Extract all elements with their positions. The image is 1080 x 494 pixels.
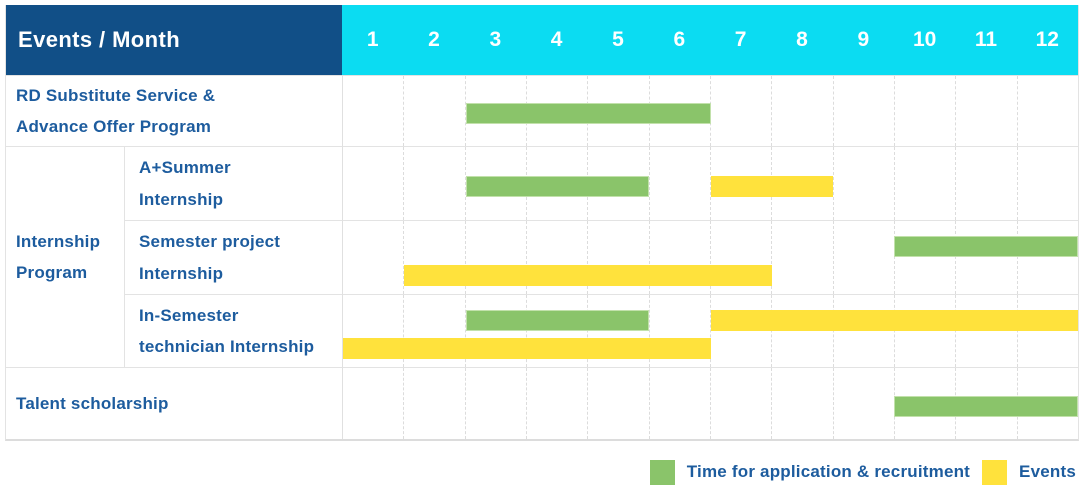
- month-gridline: [832, 368, 894, 439]
- month-gridline: [587, 221, 648, 294]
- month-header-5: 5: [612, 28, 624, 51]
- month-gridlines: [343, 221, 1078, 294]
- month-gridline: [709, 147, 771, 220]
- month-gridline: [709, 76, 771, 146]
- row-timeline: [342, 367, 1078, 439]
- month-gridlines: [343, 76, 1078, 146]
- legend-swatch-events: [982, 459, 1008, 485]
- month-gridline: [832, 221, 894, 294]
- bar-application-m3-m6: [465, 103, 711, 124]
- bar-events-m7-m8: [710, 175, 833, 197]
- month-gridline: [955, 147, 1016, 220]
- month-gridline: [955, 295, 1016, 367]
- month-header-row: 1 2 3 4 5 6 7 8 9 10 11 12: [342, 5, 1078, 75]
- month-gridline: [587, 368, 648, 439]
- month-gridline: [403, 368, 464, 439]
- month-header-3: 3: [489, 28, 502, 51]
- month-gridline: [771, 76, 832, 146]
- table-header-title: Events / Month: [6, 5, 342, 75]
- month-gridline: [955, 221, 1016, 294]
- month-gridline: [1016, 295, 1078, 367]
- month-gridline: [464, 147, 526, 220]
- legend-item-application: Time for application & recruitment: [649, 459, 971, 485]
- month-gridline: [403, 76, 464, 146]
- month-gridline: [403, 295, 464, 367]
- row-label: RD Substitute Service & Advance Offer Pr…: [6, 75, 342, 146]
- month-gridline: [893, 147, 955, 220]
- group-label-internship-program: Internship Program: [6, 146, 125, 367]
- row-label: Talent scholarship: [6, 367, 342, 439]
- month-gridline: [343, 147, 403, 220]
- legend-item-events: Events: [982, 459, 1076, 485]
- month-header-11: 11: [974, 28, 998, 51]
- month-header-9: 9: [857, 28, 870, 51]
- month-gridline: [525, 295, 587, 367]
- month-gridline: [648, 295, 710, 367]
- month-gridline: [343, 368, 403, 439]
- month-gridline: [525, 221, 587, 294]
- month-gridline: [832, 147, 894, 220]
- month-gridline: [343, 221, 403, 294]
- month-gridline: [771, 368, 832, 439]
- month-gridline: [955, 76, 1016, 146]
- month-gridline: [464, 76, 526, 146]
- bar-events-m2-m7: [404, 265, 772, 286]
- month-gridline: [403, 147, 464, 220]
- bar-application-m3-m5: [465, 310, 650, 331]
- row-label: Semester project Internship: [125, 220, 342, 294]
- bar-events-m1-m6: [343, 338, 711, 359]
- row-label: In-Semester technician Internship: [125, 294, 342, 367]
- month-gridline: [343, 76, 403, 146]
- month-gridline: [587, 295, 648, 367]
- legend-label-application: Time for application & recruitment: [686, 462, 971, 481]
- month-gridline: [648, 368, 710, 439]
- row-timeline: [342, 75, 1078, 146]
- month-gridline: [771, 221, 832, 294]
- month-gridline: [403, 221, 464, 294]
- month-header-8: 8: [796, 28, 808, 51]
- month-header-7: 7: [734, 28, 747, 51]
- month-gridline: [464, 368, 526, 439]
- month-gridline: [464, 295, 526, 367]
- month-gridline: [709, 368, 771, 439]
- legend-label-events: Events: [1019, 462, 1076, 481]
- bar-events-m7-m12: [710, 310, 1078, 331]
- month-header-10: 10: [912, 28, 937, 51]
- month-header-2: 2: [428, 28, 440, 51]
- month-gridline: [832, 76, 894, 146]
- month-gridline: [771, 295, 832, 367]
- month-header-4: 4: [550, 28, 563, 51]
- page-title: Events / Month: [18, 27, 181, 52]
- events-month-table: Events / Month 1 2 3 4 5 6 7 8 9 10 11 12 RD Substi…: [5, 5, 1079, 441]
- month-header-1: 1: [366, 28, 379, 51]
- row-timeline: [342, 220, 1078, 294]
- month-gridline: [709, 221, 771, 294]
- month-gridline: [525, 368, 587, 439]
- month-gridline: [893, 295, 955, 367]
- row-label: A+Summer Internship: [125, 146, 342, 220]
- month-gridline: [893, 76, 955, 146]
- legend-swatch-application: [649, 459, 675, 485]
- month-header-12: 12: [1035, 28, 1059, 51]
- legend: Time for application & recruitment Events: [649, 458, 1076, 486]
- month-gridline: [709, 295, 771, 367]
- bar-application-m3-m5: [465, 175, 650, 197]
- month-gridline: [464, 221, 526, 294]
- month-gridlines: [343, 295, 1078, 367]
- month-header-6: 6: [673, 28, 686, 51]
- month-gridline: [893, 221, 955, 294]
- bar-application-m10-m12: [894, 236, 1078, 257]
- month-gridline: [832, 295, 894, 367]
- month-gridline: [1016, 221, 1078, 294]
- row-timeline: [342, 146, 1078, 220]
- bar-application-m10-m12: [894, 395, 1078, 417]
- month-gridline: [1016, 76, 1078, 146]
- month-gridline: [648, 147, 710, 220]
- month-gridline: [648, 221, 710, 294]
- month-gridline: [1016, 147, 1078, 220]
- row-timeline: [342, 294, 1078, 367]
